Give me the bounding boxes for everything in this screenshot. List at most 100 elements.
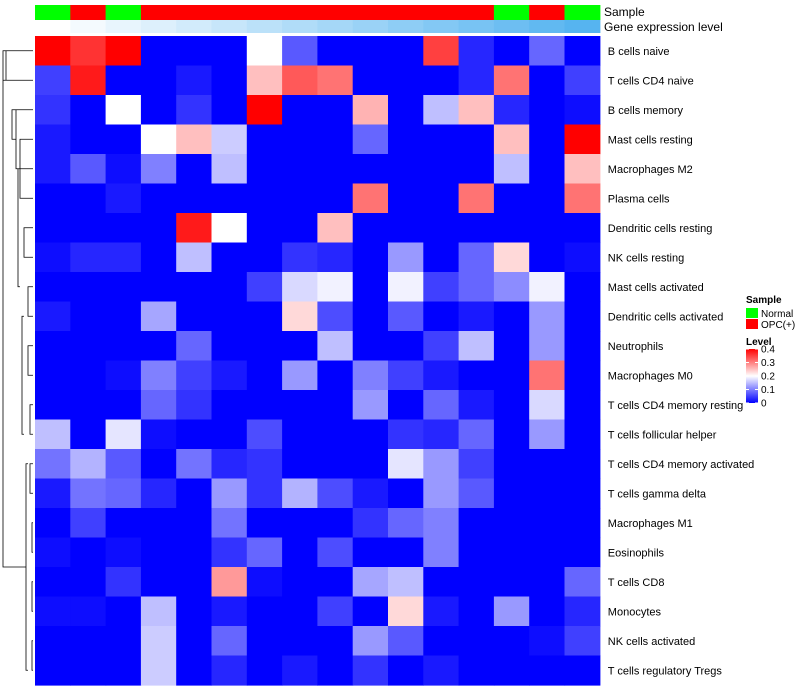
heatmap-cell [317, 508, 354, 539]
heatmap-cell [35, 154, 71, 185]
heatmap-cell [529, 478, 566, 509]
heatmap-cell [317, 655, 354, 686]
row-label: B cells memory [608, 105, 684, 117]
heatmap-cell [352, 242, 389, 273]
heatmap-cell [529, 508, 566, 539]
heatmap-cell [140, 242, 177, 273]
heatmap-cell [176, 626, 213, 657]
heatmap-cell [246, 301, 283, 332]
heatmap-cell [105, 360, 142, 391]
heatmap-cell [423, 626, 460, 657]
heatmap-cell [388, 213, 424, 244]
heatmap-cell [458, 183, 495, 214]
heatmap-cell [282, 390, 318, 421]
heatmap-cell [105, 596, 142, 627]
heatmap-cell [70, 567, 107, 598]
heatmap-cell [70, 537, 107, 568]
heatmap-cell [176, 360, 213, 391]
heatmap-cell [423, 478, 460, 509]
heatmap-cell [493, 449, 530, 480]
row-label: T cells CD4 memory activated [608, 459, 755, 471]
heatmap-cell [458, 331, 495, 362]
row-label: Neutrophils [608, 341, 664, 353]
heatmap-cell [105, 537, 142, 568]
heatmap-cell [423, 36, 460, 67]
heatmap-cell [246, 154, 283, 185]
heatmap-cell [493, 537, 530, 568]
heatmap-cell [70, 449, 107, 480]
heatmap-cell [388, 360, 424, 391]
heatmap-cell [458, 390, 495, 421]
heatmap-cell [388, 478, 424, 509]
heatmap-cell [564, 65, 601, 96]
heatmap-cell [140, 213, 177, 244]
heatmap-cell [35, 508, 71, 539]
heatmap-cell [211, 508, 248, 539]
heatmap-cell [423, 537, 460, 568]
heatmap-cell [423, 65, 460, 96]
heatmap-cell [493, 272, 530, 303]
heatmap-cell [140, 626, 177, 657]
heatmap-cell [246, 449, 283, 480]
heatmap-cell [35, 360, 71, 391]
heatmap-cell [458, 301, 495, 332]
row-label: NK cells resting [608, 252, 684, 264]
heatmap-cell [211, 36, 248, 67]
heatmap-cell [352, 272, 389, 303]
sample-annotation-cell [211, 5, 248, 20]
sample-annotation-cell [282, 5, 318, 20]
heatmap-cell [529, 65, 566, 96]
row-label: T cells CD4 memory resting [608, 400, 744, 412]
heatmap-cell [35, 301, 71, 332]
heatmap-cell [458, 65, 495, 96]
heatmap-cell [423, 124, 460, 155]
heatmap-cell [493, 390, 530, 421]
heatmap-cell [282, 537, 318, 568]
heatmap-cell [317, 360, 354, 391]
heatmap-cell [317, 124, 354, 155]
heatmap-cell [70, 390, 107, 421]
heatmap-cell [282, 449, 318, 480]
heatmap-cell [140, 567, 177, 598]
sample-annotation-cell [423, 5, 460, 20]
heatmap-cell [105, 213, 142, 244]
heatmap-cell [140, 537, 177, 568]
heatmap-cell [352, 301, 389, 332]
heatmap-cell [211, 596, 248, 627]
legend-level-title: Level [746, 337, 772, 348]
legend: Sample Normal OPC(+) Level 0.4 0.3 0.2 0.1 0 [746, 295, 795, 410]
heatmap-cell [529, 301, 566, 332]
legend-tick-label: 0.1 [761, 385, 775, 396]
heatmap-cell [458, 419, 495, 450]
heatmap-cell [176, 242, 213, 273]
heatmap-cell [493, 124, 530, 155]
heatmap-cell [246, 65, 283, 96]
heatmap-cell [211, 124, 248, 155]
heatmap-cell [458, 360, 495, 391]
heatmap-cell [35, 596, 71, 627]
heatmap-cell [564, 390, 601, 421]
heatmap-cell [458, 567, 495, 598]
heatmap-cell [317, 272, 354, 303]
sample-annotation-label: Sample [604, 5, 645, 19]
heatmap-cell [35, 419, 71, 450]
heatmap-cell [529, 596, 566, 627]
heatmap-cell [352, 449, 389, 480]
heatmap-cell [317, 449, 354, 480]
heatmap-cell [70, 213, 107, 244]
heatmap-cell [70, 154, 107, 185]
heatmap-cell [564, 567, 601, 598]
row-label: Dendritic cells activated [608, 311, 724, 323]
gene-annotation-cell [317, 20, 354, 33]
heatmap-cell [388, 124, 424, 155]
heatmap-cell [317, 596, 354, 627]
heatmap-cell [35, 213, 71, 244]
heatmap-cell [529, 272, 566, 303]
row-label: Dendritic cells resting [608, 223, 713, 235]
heatmap-cell [529, 655, 566, 686]
heatmap-cell [423, 567, 460, 598]
heatmap-cell [246, 567, 283, 598]
heatmap-cell [282, 36, 318, 67]
heatmap-cell [352, 508, 389, 539]
heatmap-cell [493, 331, 530, 362]
